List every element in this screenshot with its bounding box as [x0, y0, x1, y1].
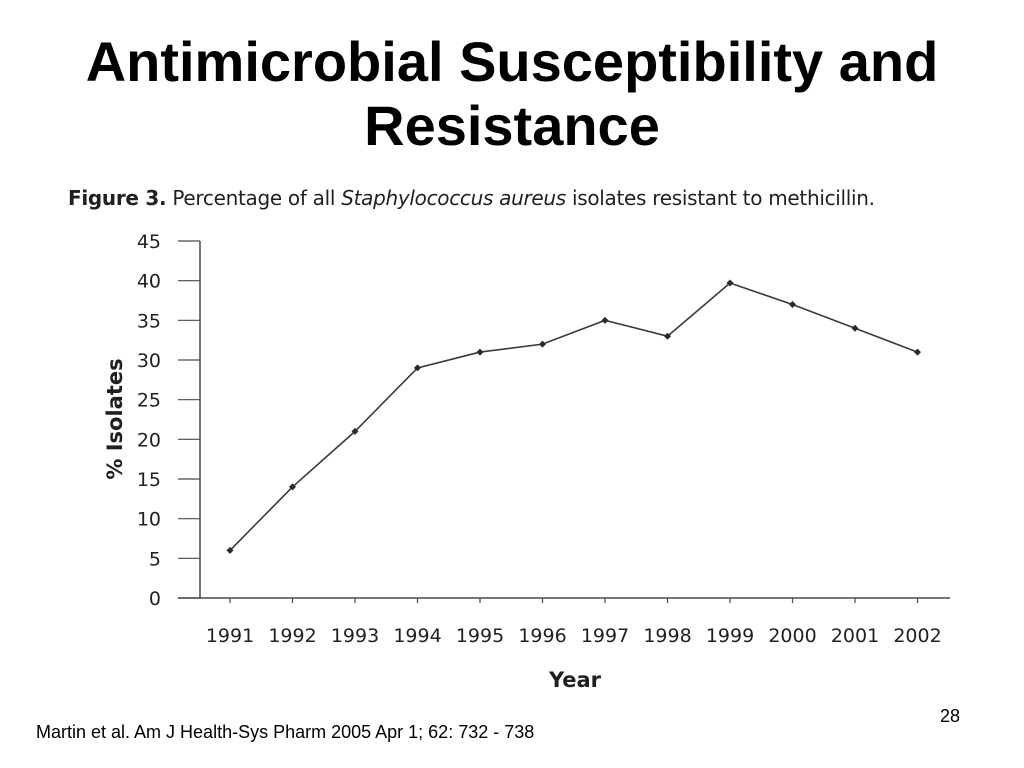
y-tick-label: 30 — [137, 350, 161, 372]
data-point — [476, 348, 484, 356]
caption-text-after: isolates resistant to methicillin. — [565, 186, 875, 210]
x-tick-label: 1992 — [268, 625, 316, 647]
chart-marks — [226, 279, 921, 554]
y-tick-label: 0 — [149, 588, 161, 610]
page-number: 28 — [940, 706, 961, 726]
data-point — [414, 364, 421, 372]
slide-title-line-1: Antimicrobial Susceptibility and — [85, 30, 939, 93]
figure-label: Figure 3. — [68, 186, 167, 210]
caption-species-name: Staphylococcus aureus — [341, 186, 566, 210]
data-point — [726, 279, 734, 287]
y-tick-label: 45 — [137, 231, 161, 253]
y-tick-label: 10 — [137, 509, 161, 531]
y-tick-label: 20 — [137, 429, 161, 451]
y-tick-label: 5 — [149, 548, 161, 570]
data-point — [289, 483, 296, 491]
figure-caption: Figure 3. Percentage of all Staphylococc… — [68, 186, 875, 210]
slide-title: Antimicrobial Susceptibility and Resista… — [0, 30, 1024, 158]
slide-title-line-2: Resistance — [364, 94, 660, 157]
caption-text-before: Percentage of all — [172, 186, 342, 210]
x-tick-label: 1999 — [706, 625, 754, 647]
x-tick-label: 1993 — [331, 625, 379, 647]
y-axis-title: % Isolates — [103, 358, 127, 479]
x-tick-label: 2000 — [768, 625, 816, 647]
x-axis-title: Year — [548, 668, 602, 692]
chart-labels: 0 5 10 15 20 25 30 35 40 45 1991 1992 1993 1994 1995 19… — [103, 231, 942, 692]
data-point — [851, 324, 859, 332]
chart-axes — [178, 240, 950, 603]
y-tick-label: 40 — [137, 271, 161, 293]
series-line — [229, 282, 918, 551]
x-tick-label: 1994 — [393, 625, 441, 647]
citation: Martin et al. Am J Health-Sys Pharm 2005… — [36, 722, 535, 742]
x-tick-label: 2002 — [893, 625, 941, 647]
x-tick-label: 1997 — [581, 625, 629, 647]
x-tick-label: 1991 — [206, 625, 254, 647]
x-tick-label: 1995 — [456, 625, 504, 647]
y-tick-label: 15 — [137, 469, 161, 491]
data-point — [601, 316, 609, 324]
data-point — [914, 348, 921, 356]
data-point — [539, 340, 546, 348]
data-point — [226, 546, 234, 554]
y-tick-label: 35 — [137, 310, 161, 332]
data-point — [664, 332, 671, 340]
x-tick-label: 1998 — [643, 625, 691, 647]
x-tick-label: 2001 — [831, 625, 879, 647]
data-point — [351, 427, 359, 435]
y-tick-label: 25 — [137, 390, 161, 412]
data-point — [789, 300, 796, 308]
x-tick-label: 1996 — [518, 625, 566, 647]
